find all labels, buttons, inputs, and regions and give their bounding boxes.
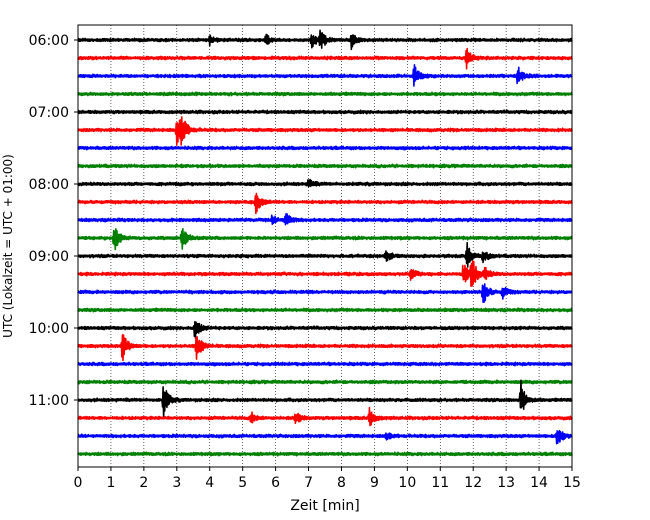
- y-tick-label: 11:00: [29, 393, 69, 409]
- seismic-trace: [77, 307, 573, 313]
- x-tick-label: 12: [464, 475, 482, 491]
- seismic-trace: [77, 361, 573, 367]
- y-tick-label: 06:00: [29, 33, 69, 49]
- x-tick-label: 7: [304, 475, 313, 491]
- x-tick-label: 11: [431, 475, 449, 491]
- seismic-trace: [77, 91, 573, 97]
- x-axis: 0 1 2 3 4 5 6 7 8 9 10 11 12 13 14 15: [74, 467, 581, 491]
- seismic-trace: [77, 241, 573, 268]
- seismic-trace: [77, 178, 573, 188]
- seismic-trace: [77, 406, 573, 427]
- x-tick-label: 13: [497, 475, 515, 491]
- seismic-trace: [77, 379, 573, 385]
- x-tick-label: 4: [205, 475, 214, 491]
- seismic-trace: [77, 283, 573, 303]
- seismic-trace: [77, 29, 573, 51]
- seismic-trace: [77, 260, 573, 287]
- seismic-trace: [77, 109, 573, 115]
- seismic-trace: [77, 429, 573, 445]
- y-axis-label: UTC (Lokalzeit = UTC + 01:00): [1, 154, 15, 338]
- x-tick-label: 2: [139, 475, 148, 491]
- y-tick-label: 10:00: [29, 321, 69, 337]
- seismic-trace: [77, 64, 573, 87]
- seismic-trace: [77, 334, 573, 362]
- y-tick-label: 08:00: [29, 177, 69, 193]
- seismic-trace: [77, 116, 573, 146]
- y-tick-label: 07:00: [29, 105, 69, 121]
- plot-frame: [77, 24, 573, 468]
- x-tick-label: 0: [74, 475, 83, 491]
- seismic-trace: [77, 212, 573, 226]
- x-tick-label: 1: [106, 475, 115, 491]
- seismic-trace: [77, 192, 573, 215]
- seismic-trace: [77, 228, 573, 251]
- x-tick-label: 9: [370, 475, 379, 491]
- x-tick-label: 14: [530, 475, 548, 491]
- x-axis-label: Zeit [min]: [290, 498, 359, 514]
- seismic-trace: [77, 379, 573, 419]
- x-tick-label: 6: [271, 475, 280, 491]
- y-tick-label: 09:00: [29, 249, 69, 265]
- seismic-trace: [77, 320, 573, 339]
- y-axis: 06:00 07:00 08:00 09:00 10:00 11:00: [29, 33, 78, 409]
- x-tick-label: 3: [172, 475, 181, 491]
- seismic-trace: [77, 163, 573, 169]
- seismic-trace: [77, 47, 573, 70]
- x-tick-label: 15: [563, 475, 581, 491]
- x-tick-label: 10: [398, 475, 416, 491]
- seismic-trace: [77, 145, 573, 151]
- seismic-trace: [77, 451, 573, 457]
- x-tick-label: 5: [238, 475, 247, 491]
- trace-layer: [77, 29, 573, 457]
- x-tick-label: 8: [337, 475, 346, 491]
